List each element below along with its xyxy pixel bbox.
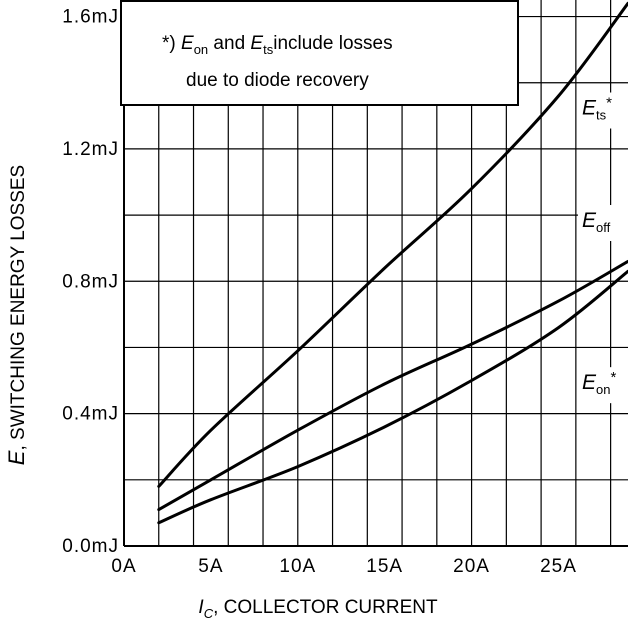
series-line-ets: [157, 1, 628, 488]
series-label-bg-ets: [578, 92, 628, 129]
series-labels: Ets* Eoff Eon*: [578, 92, 628, 404]
note-line-1: *) Eon and Etsinclude losses: [162, 33, 393, 57]
y-tick-label: 1.6mJ: [62, 7, 119, 28]
series-line-eon: [157, 269, 628, 525]
x-axis-title: IC, COLLECTOR CURRENT: [198, 597, 438, 621]
series-lines: [157, 1, 628, 525]
y-tick-label: 0.0mJ: [62, 536, 119, 557]
x-tick-label: 20A: [453, 556, 490, 577]
y-tick-label: 0.8mJ: [62, 271, 119, 292]
series-label-bg-eon: [578, 367, 628, 404]
x-tick-label: 0A: [111, 556, 136, 577]
x-tick-label: 10A: [279, 556, 316, 577]
y-tick-labels: 0.0mJ 0.4mJ 0.8mJ 1.2mJ 1.6mJ: [62, 7, 119, 557]
y-tick-label: 1.2mJ: [62, 139, 119, 160]
note-line-2: due to diode recovery: [186, 70, 369, 91]
y-axis-title: E, SWITCHING ENERGY LOSSES: [4, 165, 29, 465]
x-tick-labels: 0A 5A 10A 15A 20A 25A: [111, 556, 577, 577]
series-label-ets: Ets*: [582, 95, 612, 123]
series-line-eoff: [157, 259, 628, 512]
series-label-eon: Eon*: [582, 369, 616, 397]
x-tick-label: 15A: [366, 556, 403, 577]
note-box: *) Eon and Etsinclude losses due to diod…: [120, 0, 519, 106]
note-box-border: [120, 0, 519, 106]
x-tick-label: 25A: [540, 556, 577, 577]
x-tick-label: 5A: [198, 556, 223, 577]
series-label-eoff: Eoff: [582, 209, 611, 235]
series-label-bg-eoff: [578, 205, 628, 242]
y-tick-label: 0.4mJ: [62, 404, 119, 425]
